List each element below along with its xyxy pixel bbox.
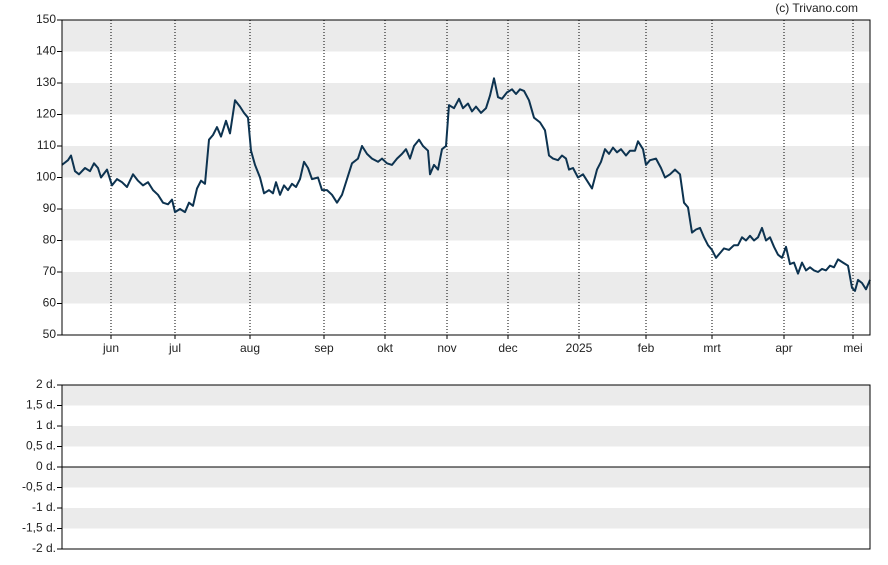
y-tick-label: 0,5 d. <box>26 439 56 453</box>
plot-frame <box>61 19 871 336</box>
band <box>62 272 870 304</box>
band <box>62 426 870 447</box>
x-tick-label: mei <box>843 341 862 355</box>
y-tick-label: 0 d. <box>36 459 56 473</box>
y-tick-label: -0,5 d. <box>22 480 56 494</box>
y-tick-label: 90 <box>43 201 57 215</box>
band <box>62 83 870 115</box>
x-tick-label: jul <box>168 341 181 355</box>
x-tick-label: sep <box>314 341 334 355</box>
y-tick-label: 80 <box>43 233 57 247</box>
y-tick-label: 150 <box>36 12 56 26</box>
band <box>62 385 870 406</box>
band <box>62 508 870 529</box>
y-tick-label: 1 d. <box>36 418 56 432</box>
y-tick-label: 1,5 d. <box>26 398 56 412</box>
credit: (c) Trivano.com <box>775 1 858 15</box>
band <box>62 146 870 178</box>
price-line <box>61 77 871 292</box>
x-tick-label: 2025 <box>566 341 593 355</box>
band <box>62 467 870 488</box>
y-tick-label: 2 d. <box>36 377 56 391</box>
x-tick-label: feb <box>638 341 655 355</box>
y-tick-label: -1,5 d. <box>22 521 56 535</box>
band <box>62 20 870 52</box>
y-tick-label: 60 <box>43 296 57 310</box>
x-tick-label: dec <box>498 341 517 355</box>
x-tick-label: aug <box>240 341 260 355</box>
y-tick-label: 120 <box>36 107 56 121</box>
x-tick-label: apr <box>775 341 792 355</box>
y-tick-label: 50 <box>43 327 57 341</box>
plot-frame <box>61 384 871 550</box>
y-tick-label: -1 d. <box>32 500 56 514</box>
y-tick-label: 70 <box>43 264 57 278</box>
y-tick-label: 130 <box>36 75 56 89</box>
y-tick-label: 100 <box>36 170 56 184</box>
y-tick-label: -2 d. <box>32 541 56 555</box>
x-tick-label: nov <box>437 341 456 355</box>
band <box>62 209 870 241</box>
x-tick-label: jun <box>102 341 119 355</box>
y-tick-label: 140 <box>36 44 56 58</box>
y-tick-label: 110 <box>37 138 56 152</box>
x-tick-label: okt <box>377 341 394 355</box>
x-tick-label: mrt <box>703 341 721 355</box>
